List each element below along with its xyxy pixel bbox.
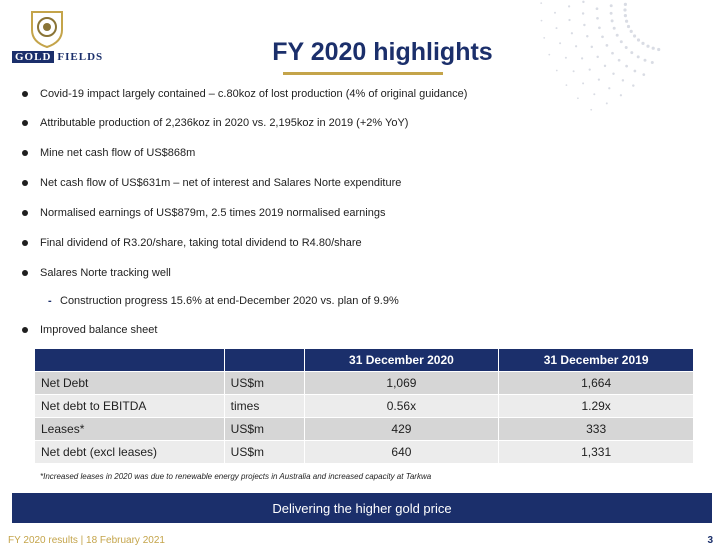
- lion-emblem-icon: [31, 11, 63, 48]
- table-cell: 1,664: [498, 371, 694, 395]
- table-cell: Net Debt: [34, 371, 225, 395]
- table-cell: 1,069: [303, 371, 500, 395]
- table-cell: 640: [303, 440, 500, 464]
- title-underline: [283, 72, 443, 75]
- table-cell: US$m: [223, 417, 305, 441]
- tagline-banner: Delivering the higher gold price: [12, 493, 712, 523]
- table-cell: Leases*: [34, 417, 225, 441]
- bullet-dot: [22, 240, 28, 246]
- table-cell: US$m: [223, 371, 305, 395]
- table-row: Net debt (excl leases) US$m 640 1,331: [34, 440, 694, 464]
- logo-wordmark: GOLD FIELDS: [12, 50, 103, 64]
- table-cell: times: [223, 394, 305, 418]
- bullet-dot: [22, 91, 28, 97]
- bullet-dot: [22, 150, 28, 156]
- table-footnote: *Increased leases in 2020 was due to ren…: [40, 472, 432, 481]
- table-header-cell: 31 December 2019: [498, 348, 694, 372]
- page-title: FY 2020 highlights: [272, 38, 493, 66]
- logo-word-fields: FIELDS: [57, 51, 104, 63]
- table-cell: 429: [303, 417, 500, 441]
- bullet-dot: [22, 180, 28, 186]
- sub-bullet-dash: -: [48, 295, 52, 307]
- table-header-row: 31 December 2020 31 December 2019: [34, 348, 694, 372]
- table-header-cell: [34, 348, 225, 372]
- table-row: Net Debt US$m 1,069 1,664: [34, 371, 694, 395]
- bullet-dot: [22, 270, 28, 276]
- table-header-cell: 31 December 2020: [303, 348, 500, 372]
- page-number: 3: [707, 535, 713, 546]
- table-header-cell: [223, 348, 305, 372]
- table-row: Leases* US$m 429 333: [34, 417, 694, 441]
- table-cell: US$m: [223, 440, 305, 464]
- footer-text: FY 2020 results | 18 February 2021: [8, 535, 165, 546]
- table-row: Net debt to EBITDA times 0.56x 1.29x: [34, 394, 694, 418]
- bullet-dot: [22, 120, 28, 126]
- decorative-dot-pattern: [540, 0, 661, 111]
- table-cell: 0.56x: [303, 394, 500, 418]
- bullet-dot: [22, 327, 28, 333]
- gold-fields-logo: GOLD FIELDS: [12, 8, 102, 66]
- table-cell: 1.29x: [498, 394, 694, 418]
- bullet-dot: [22, 210, 28, 216]
- logo-word-gold: GOLD: [12, 51, 55, 63]
- balance-sheet-table: 31 December 2020 31 December 2019 Net De…: [34, 348, 694, 464]
- table-cell: 333: [498, 417, 694, 441]
- table-cell: Net debt to EBITDA: [34, 394, 225, 418]
- table-cell: 1,331: [498, 440, 694, 464]
- table-cell: Net debt (excl leases): [34, 440, 225, 464]
